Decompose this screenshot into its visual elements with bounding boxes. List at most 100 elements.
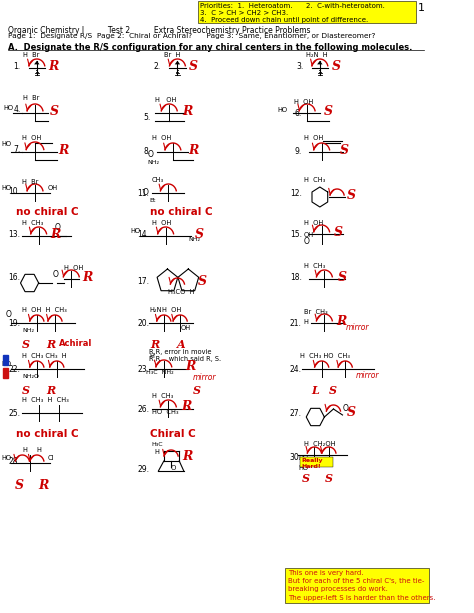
Text: Br  H: Br H bbox=[164, 52, 180, 58]
Text: H  OH: H OH bbox=[22, 135, 42, 141]
Text: R: R bbox=[186, 360, 196, 373]
Text: 27.: 27. bbox=[290, 409, 302, 418]
Text: 1.: 1. bbox=[13, 62, 20, 71]
Text: H: H bbox=[155, 449, 160, 455]
Text: 3.: 3. bbox=[296, 62, 303, 71]
Text: OH: OH bbox=[48, 185, 58, 191]
Text: 6.: 6. bbox=[294, 109, 302, 118]
Text: S: S bbox=[193, 385, 201, 396]
Text: 25.: 25. bbox=[9, 409, 20, 418]
Text: H  OH: H OH bbox=[303, 135, 323, 141]
Text: H   OH: H OH bbox=[155, 97, 176, 103]
Text: H  OH: H OH bbox=[294, 99, 314, 105]
Text: R: R bbox=[181, 400, 191, 414]
Text: 11.: 11. bbox=[137, 189, 149, 198]
Text: 28.: 28. bbox=[9, 457, 20, 466]
Text: mirror: mirror bbox=[356, 370, 380, 379]
Text: 14.: 14. bbox=[137, 230, 149, 239]
Text: HO: HO bbox=[277, 107, 287, 113]
Text: R: R bbox=[39, 479, 49, 492]
Text: H₂N: H₂N bbox=[149, 307, 162, 313]
Text: O: O bbox=[170, 465, 175, 471]
Text: 3.  C > CH > CH2 > CH3.: 3. C > CH > CH2 > CH3. bbox=[200, 10, 288, 16]
Text: S: S bbox=[15, 479, 24, 492]
Text: R: R bbox=[59, 143, 69, 156]
Text: L: L bbox=[311, 385, 319, 396]
Text: The upper-left S is harder than the others.: The upper-left S is harder than the othe… bbox=[288, 595, 436, 601]
Text: 4.: 4. bbox=[13, 105, 20, 114]
Text: O: O bbox=[6, 310, 11, 319]
Text: H  CH₃: H CH₃ bbox=[303, 263, 325, 269]
Text: Chiral C: Chiral C bbox=[150, 429, 196, 439]
Text: H₃C  NH₂: H₃C NH₂ bbox=[146, 370, 173, 375]
Text: mirror: mirror bbox=[345, 322, 369, 332]
Text: O: O bbox=[303, 237, 310, 246]
Text: mirror: mirror bbox=[193, 373, 216, 381]
Text: Br  CH₃: Br CH₃ bbox=[303, 309, 327, 315]
Text: 18.: 18. bbox=[290, 273, 302, 282]
Text: H  CH₃ HO  CH₃: H CH₃ HO CH₃ bbox=[300, 353, 350, 359]
Text: O: O bbox=[343, 404, 348, 413]
Bar bbox=[3, 355, 8, 365]
Text: 5.: 5. bbox=[143, 113, 150, 122]
Text: 9.: 9. bbox=[294, 147, 302, 156]
Polygon shape bbox=[34, 61, 39, 64]
Text: HO  CH₃: HO CH₃ bbox=[152, 409, 179, 415]
Text: But for each of the 5 chiral C's, the tie-: But for each of the 5 chiral C's, the ti… bbox=[288, 578, 425, 584]
Text: 29.: 29. bbox=[137, 465, 149, 474]
Polygon shape bbox=[175, 61, 180, 64]
Text: Priorities:  1.  Heteroatom.      2.  C-with-heteroatom.: Priorities: 1. Heteroatom. 2. C-with-het… bbox=[200, 3, 385, 9]
Text: H  OH: H OH bbox=[152, 220, 171, 226]
Text: OH: OH bbox=[180, 325, 190, 331]
Text: R: R bbox=[182, 451, 192, 463]
Text: S: S bbox=[50, 104, 59, 118]
Text: 30.: 30. bbox=[290, 453, 302, 462]
Text: HO: HO bbox=[298, 455, 308, 461]
Text: 16.: 16. bbox=[9, 273, 20, 282]
Text: HO: HO bbox=[298, 465, 308, 471]
Text: S: S bbox=[189, 59, 198, 72]
Text: Ο: Ο bbox=[143, 188, 149, 197]
Text: S: S bbox=[195, 227, 204, 240]
Text: NH₂: NH₂ bbox=[188, 237, 201, 242]
Text: NH₂: NH₂ bbox=[147, 160, 160, 165]
Text: H  CH₃ CH₃  H: H CH₃ CH₃ H bbox=[22, 353, 67, 359]
Text: This one is very hard.: This one is very hard. bbox=[288, 570, 364, 576]
Text: H  CH₃: H CH₃ bbox=[152, 393, 173, 399]
Text: 12.: 12. bbox=[290, 189, 302, 198]
Polygon shape bbox=[317, 61, 323, 64]
Text: NH₂: NH₂ bbox=[22, 328, 34, 333]
Text: R: R bbox=[46, 385, 55, 396]
Text: H: H bbox=[37, 447, 42, 453]
Text: H  OH  H  CH₃: H OH H CH₃ bbox=[22, 307, 67, 313]
Text: breaking processes do work.: breaking processes do work. bbox=[288, 587, 388, 592]
Text: S: S bbox=[324, 473, 332, 484]
Text: 4.  Proceed down chain until point of difference.: 4. Proceed down chain until point of dif… bbox=[200, 17, 368, 23]
Text: S: S bbox=[340, 143, 349, 156]
Text: 23.: 23. bbox=[137, 365, 149, 374]
Text: S: S bbox=[22, 385, 30, 396]
Text: R: R bbox=[150, 339, 159, 350]
Text: H  Br: H Br bbox=[23, 52, 40, 58]
Text: H  CH₂OH: H CH₂OH bbox=[303, 441, 335, 447]
Text: Page 1:  Designate R/S  Page 2:  Chiral or Achiral?      Page 3:  Same, Enantiom: Page 1: Designate R/S Page 2: Chiral or … bbox=[8, 33, 375, 39]
Text: R: R bbox=[82, 270, 92, 283]
Text: H: H bbox=[149, 353, 154, 359]
Text: no chiral C: no chiral C bbox=[16, 429, 79, 439]
Text: R: R bbox=[46, 339, 55, 350]
Text: H  OH: H OH bbox=[64, 265, 83, 271]
Text: R,R, error in movie: R,R, error in movie bbox=[149, 349, 212, 355]
Text: S: S bbox=[302, 473, 310, 484]
Text: 13.: 13. bbox=[9, 230, 20, 239]
Text: R: R bbox=[182, 104, 192, 118]
Text: H  OH: H OH bbox=[152, 135, 171, 141]
Text: S: S bbox=[198, 275, 207, 287]
Text: H  CH₃: H CH₃ bbox=[22, 220, 44, 226]
Text: Organic Chemistry I          Test 2          Extra Stereochemistry Practice Prob: Organic Chemistry I Test 2 Extra Stereoc… bbox=[8, 26, 310, 35]
Text: H₃CO  H: H₃CO H bbox=[168, 289, 195, 295]
Text: S: S bbox=[347, 406, 356, 419]
Text: 10.: 10. bbox=[9, 187, 20, 196]
Text: HO: HO bbox=[1, 185, 11, 191]
Text: O: O bbox=[55, 223, 61, 232]
Text: 20.: 20. bbox=[137, 319, 149, 328]
